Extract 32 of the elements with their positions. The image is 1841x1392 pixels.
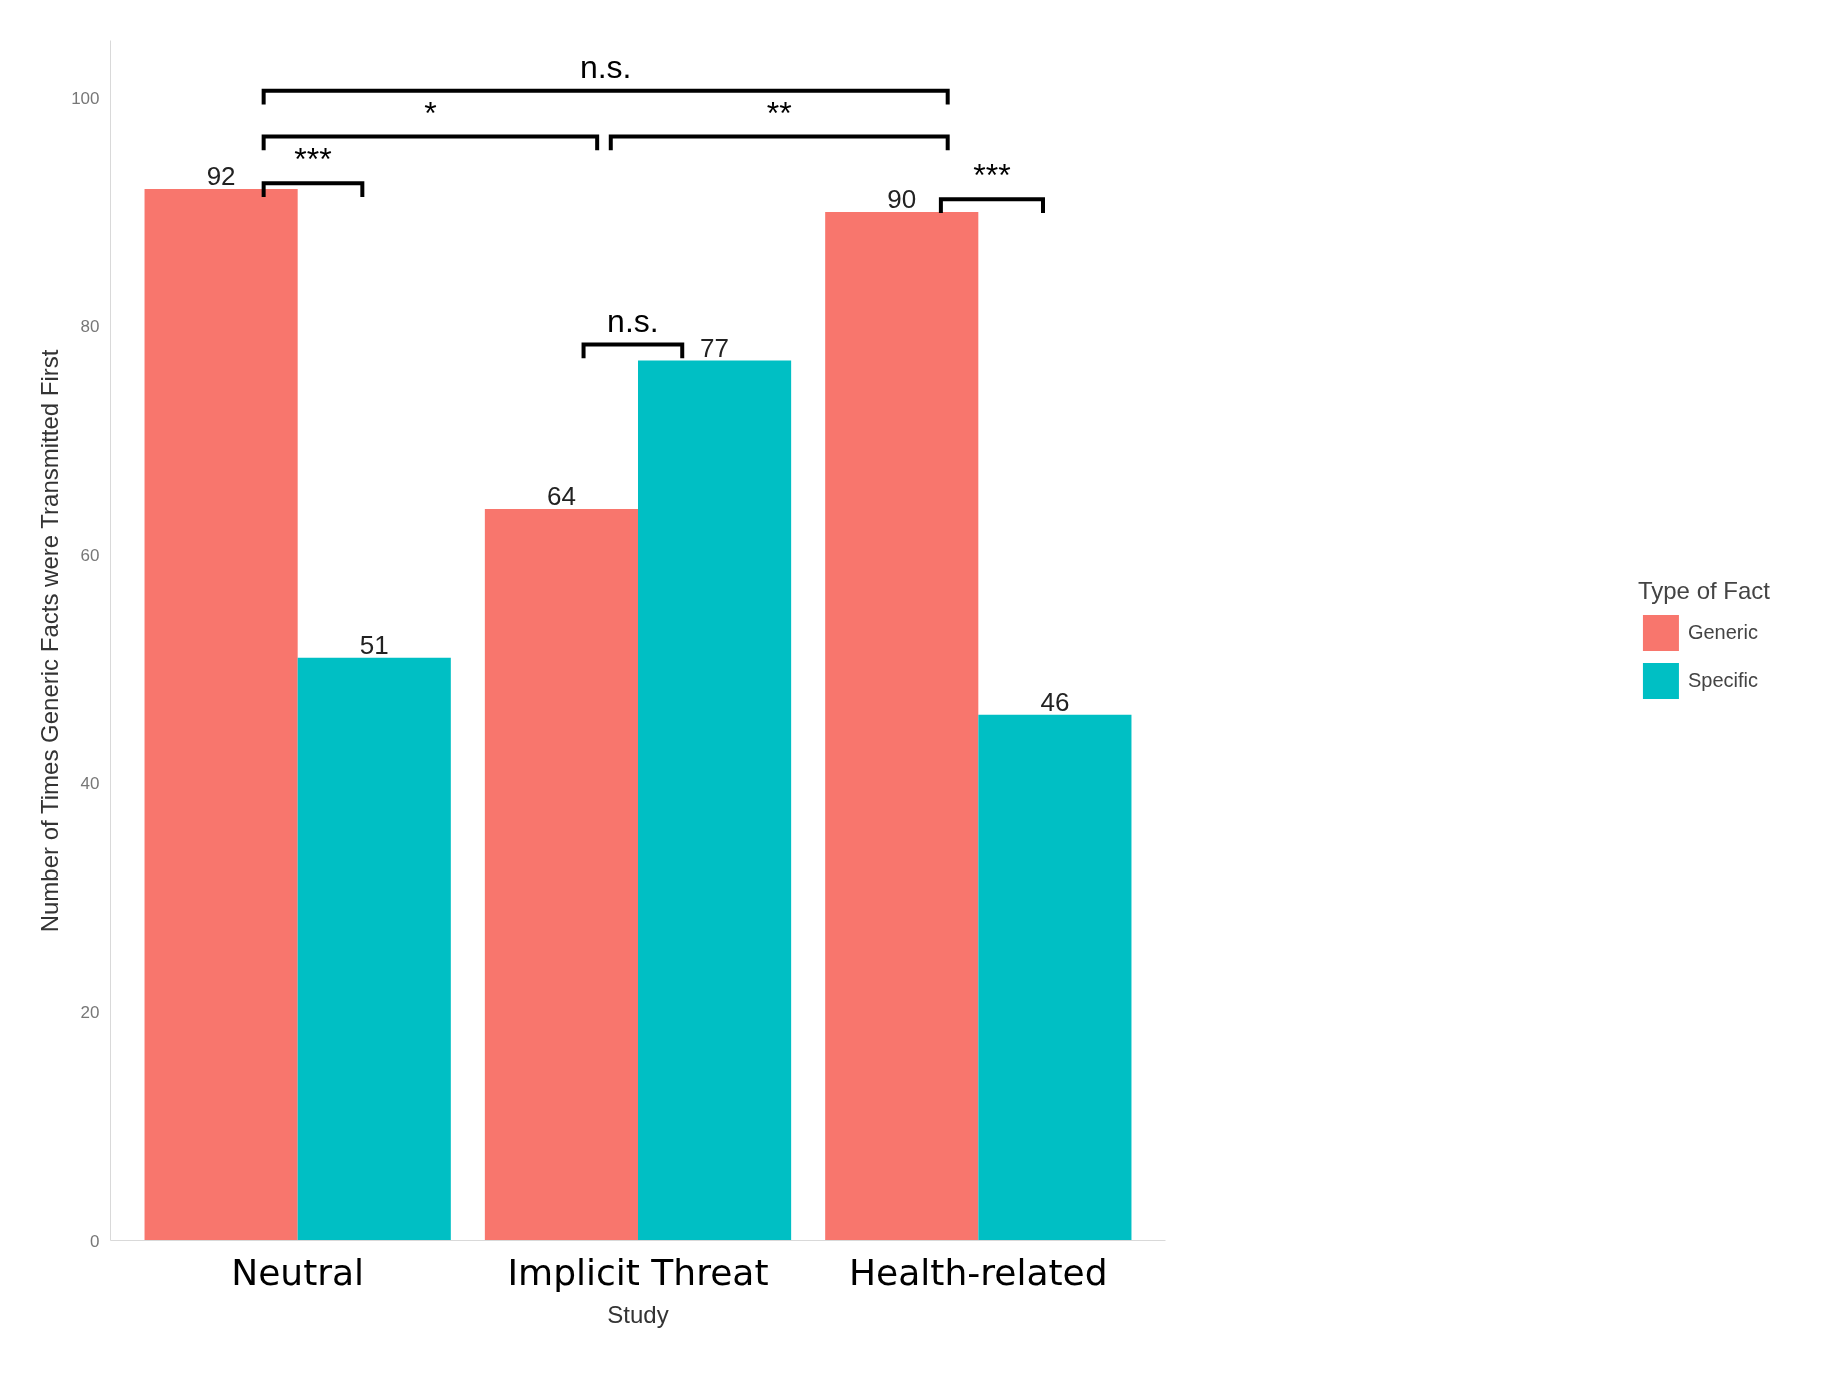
y-tick-label: 40 bbox=[80, 774, 100, 794]
data-label: 46 bbox=[1040, 686, 1070, 717]
bar bbox=[638, 360, 792, 1241]
x-tick-label: Neutral bbox=[231, 1251, 365, 1293]
y-tick-label: 0 bbox=[90, 1231, 100, 1251]
y-tick-label: 100 bbox=[71, 88, 100, 108]
legend-title: Type of Fact bbox=[1637, 577, 1770, 605]
bar bbox=[825, 211, 979, 1241]
annotation: *** bbox=[973, 157, 1011, 194]
x-axis-title: Study bbox=[607, 1300, 669, 1328]
annotation: *** bbox=[294, 141, 332, 178]
legend-label: Generic bbox=[1687, 621, 1758, 644]
data-label: 77 bbox=[700, 332, 730, 363]
bar bbox=[484, 509, 638, 1241]
legend-label: Specific bbox=[1687, 669, 1758, 692]
data-label: 51 bbox=[359, 629, 389, 660]
annotation: n.s. bbox=[579, 48, 632, 85]
bar bbox=[978, 714, 1132, 1241]
y-tick-label: 60 bbox=[80, 545, 100, 565]
data-label: 64 bbox=[546, 481, 576, 512]
y-tick-label: 80 bbox=[80, 317, 100, 337]
bar bbox=[297, 657, 451, 1241]
annotation: * bbox=[424, 94, 437, 131]
x-tick-label: Implicit Threat bbox=[507, 1251, 769, 1293]
y-tick-label: 20 bbox=[80, 1002, 100, 1022]
y-axis-title: Number of Times Generic Facts were Transmitted First bbox=[36, 349, 64, 933]
annotation: n.s. bbox=[607, 302, 659, 339]
annotation: ** bbox=[766, 94, 792, 131]
data-label: 90 bbox=[887, 183, 917, 214]
data-label: 92 bbox=[206, 161, 236, 192]
x-tick-label: Health-related bbox=[849, 1251, 1108, 1293]
bar bbox=[144, 189, 298, 1241]
